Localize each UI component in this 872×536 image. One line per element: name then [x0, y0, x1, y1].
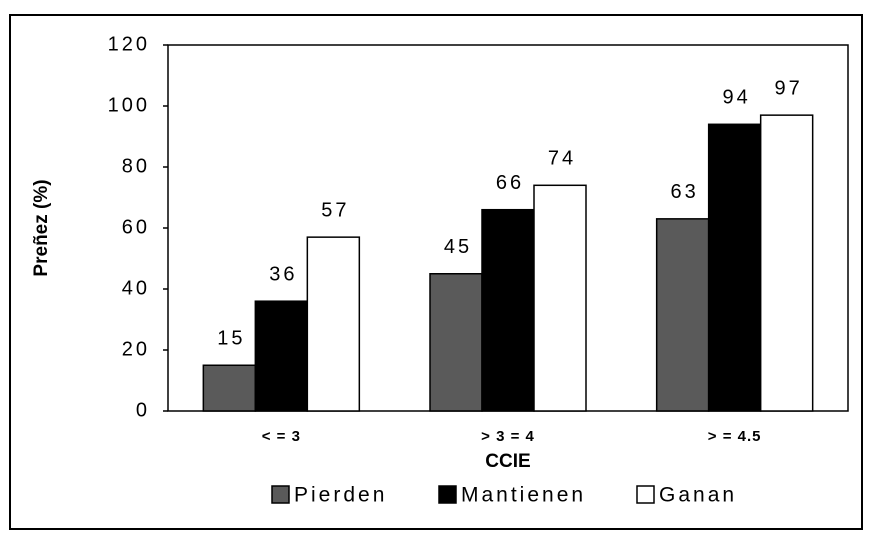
legend-swatch [271, 485, 290, 504]
bar [306, 236, 361, 412]
x-tick-label: > = 4.5 [708, 428, 762, 445]
x-tick-label: > 3 = 4 [481, 428, 535, 445]
bar [202, 364, 257, 412]
y-tick-label: 40 [122, 277, 150, 299]
data-label: 74 [548, 148, 576, 170]
bar [655, 218, 710, 412]
data-label: 63 [671, 181, 699, 203]
legend-label: Ganan [659, 484, 737, 507]
y-axis-title: Preñez (%) [31, 179, 52, 276]
bar [759, 114, 814, 412]
data-label: 66 [496, 172, 524, 194]
y-tick-label: 0 [136, 399, 150, 421]
chart-border [9, 14, 863, 530]
y-tick-label: 80 [122, 155, 150, 177]
bar [481, 208, 535, 412]
y-tick-label: 20 [122, 338, 150, 360]
x-axis-title: CCIE [485, 451, 530, 472]
bar [429, 273, 483, 412]
data-label: 36 [269, 263, 297, 285]
bar [707, 123, 762, 412]
data-label: 15 [217, 328, 245, 350]
legend-swatch [636, 485, 655, 504]
legend-label: Mantienen [461, 484, 586, 507]
bar [533, 184, 587, 412]
data-label: 45 [444, 236, 472, 258]
data-label: 57 [321, 199, 349, 221]
y-tick-label: 120 [108, 33, 150, 55]
y-tick-label: 100 [108, 94, 150, 116]
data-label: 94 [723, 87, 751, 109]
data-label: 97 [775, 77, 803, 99]
legend-label: Pierden [294, 484, 387, 507]
y-tick-label: 60 [122, 216, 150, 238]
x-tick-label: < = 3 [262, 428, 301, 445]
bar [254, 300, 309, 412]
legend-swatch [438, 485, 457, 504]
